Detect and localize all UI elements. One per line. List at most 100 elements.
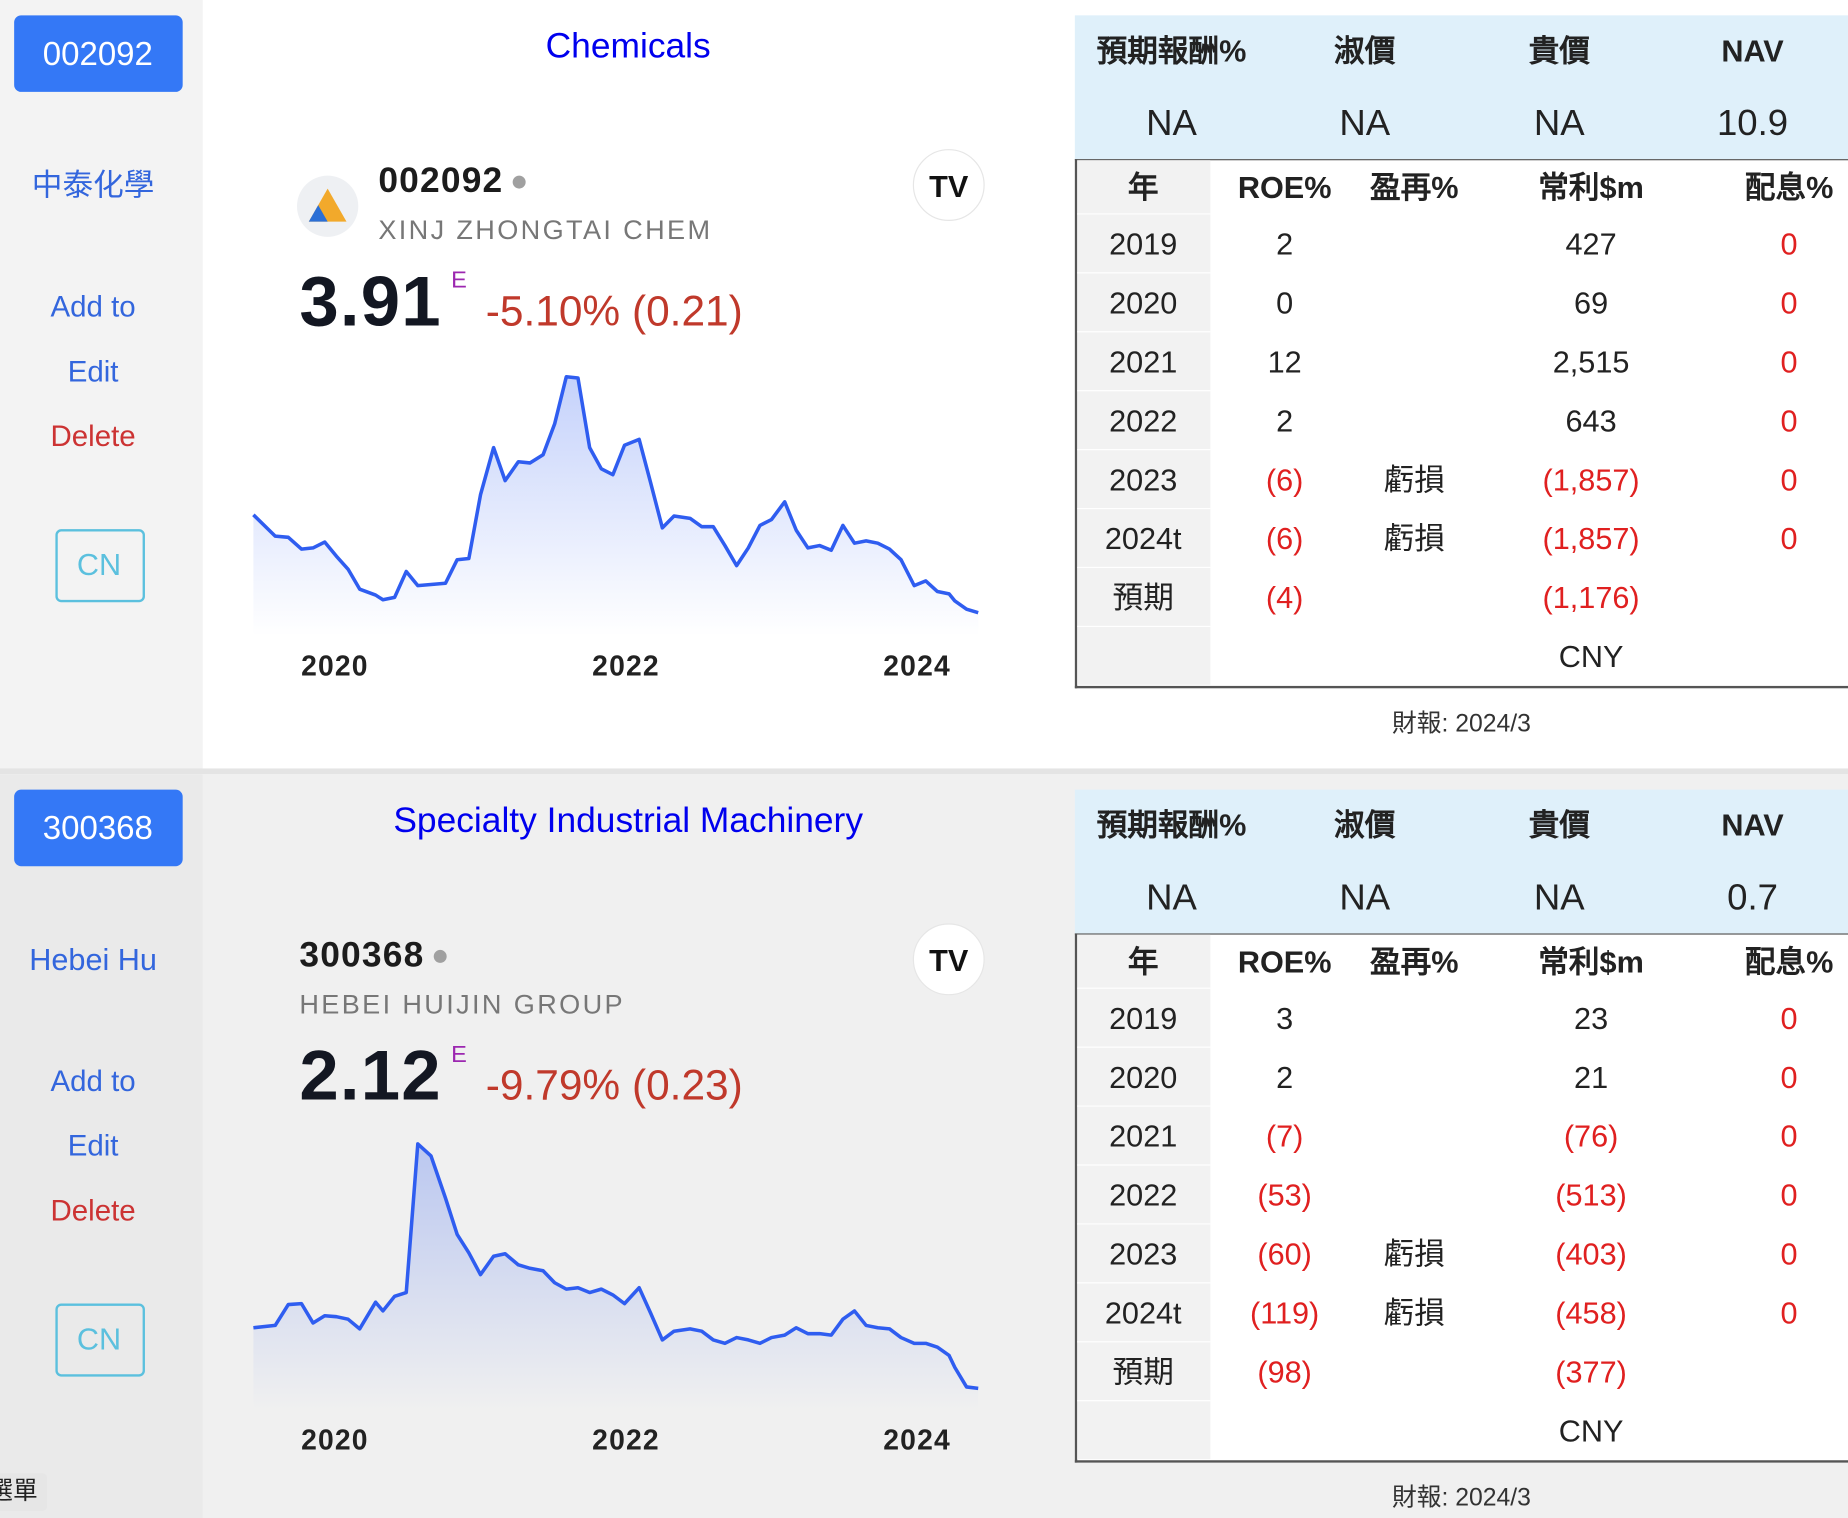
valuation-header: NAV [1721,807,1784,843]
row-rule [1077,331,1211,333]
table-cell: 0 [1780,285,1798,321]
valuation-value: NA [1533,101,1585,144]
row-rule [1077,272,1211,274]
table-cell: 3 [1276,1000,1294,1036]
stock-name: 中泰化學 [31,167,155,203]
table-cell: 虧損 [1383,1236,1445,1272]
quote-company: XINJ ZHONGTAI CHEM [378,214,713,246]
table-cell: (458) [1555,1295,1627,1331]
table-cell: 2022 [1109,403,1178,439]
quote-symbol-row: 002092 [378,161,526,201]
table-header: ROE% [1237,169,1332,206]
row-rule [1077,390,1211,392]
table-header: 配息% [1744,944,1834,980]
table-cell: 0 [1276,285,1294,321]
action-link[interactable]: Edit [67,1129,119,1163]
quote-row: 3.91 E -5.10% (0.21) [299,266,742,337]
industry-title: Chemicals [545,27,711,66]
market-label[interactable]: CN [76,546,122,583]
table-cell: 虧損 [1383,461,1445,498]
row-rule [1077,1105,1211,1107]
row-rule [1077,449,1211,451]
code-label[interactable]: 300368 [42,809,153,847]
currency-label: CNY [1558,638,1624,675]
table-header: 配息% [1744,169,1834,206]
table-header: 年 [1127,169,1159,206]
table-cell: 預期 [1112,579,1174,616]
valuation-value: NA [1146,876,1197,918]
table-cell: 預期 [1112,1354,1174,1390]
code-label[interactable]: 002092 [42,35,153,72]
action-link[interactable]: Edit [67,355,119,389]
market-label[interactable]: CN [76,1321,122,1357]
action-link[interactable]: Delete [50,420,136,454]
report-date: 財報: 2024/3 [1391,710,1531,738]
table-cell: 0 [1780,520,1798,557]
menu-label[interactable]: 選單 [0,1477,38,1506]
row-rule [1077,213,1211,215]
table-cell: 0 [1780,1236,1798,1272]
tv-button [912,923,985,996]
table-header: 盈再% [1370,169,1459,206]
quote-row: 2.12 E -9.79% (0.23) [299,1035,742,1115]
x-tick-label: 2024 [883,1424,951,1457]
quote-symbol: 002092 [378,161,504,201]
table-cell: 0 [1780,461,1798,498]
code-button[interactable] [14,15,183,92]
table-cell: 虧損 [1383,520,1445,557]
table-header: 常利$m [1538,944,1644,980]
table-cell: 427 [1565,226,1617,262]
price-chart: TV [252,149,985,637]
menu-tab[interactable] [0,1473,48,1511]
table-cell: (1,857) [1542,461,1640,498]
price-line [252,375,979,615]
status-dot [512,175,526,188]
table-cell: 2019 [1109,1000,1178,1036]
stock-card: 300368 Hebei Hu Add to Edit Delete CN Specialt… [0,774,1848,1518]
table-cell: (513) [1555,1177,1627,1213]
table-cell: (98) [1257,1354,1312,1390]
table-cell: 0 [1780,1059,1798,1095]
row-rule [1077,987,1211,989]
action-link[interactable]: Delete [50,1194,136,1228]
table-cell: (4) [1265,579,1304,616]
table-cell: 0 [1780,1295,1798,1331]
x-tick-label: 2022 [592,650,660,683]
action-link[interactable]: Add to [50,1064,136,1098]
table-cell: 2024t [1104,520,1182,557]
tv-logo: TV [929,944,969,978]
valuation-value: NA [1533,876,1585,918]
industry-title: Specialty Industrial Machinery [393,801,864,841]
table-cell: (119) [1250,1295,1320,1331]
tv-logo: TV [929,170,969,204]
market-button[interactable] [55,1303,145,1377]
x-tick-label: 2022 [592,1424,660,1457]
report-date: 財報: 2024/3 [1391,1484,1531,1512]
market-button[interactable] [55,529,145,603]
table-header: 常利$m [1538,169,1644,206]
code-button[interactable] [14,789,183,867]
quote-symbol-row: 300368 [299,938,447,973]
quote-flag: E [451,1041,467,1068]
stock-card: 002092 中泰化學 Add to Edit Delete CN Chemicals TV 2… [0,0,1848,775]
x-tick-label: 2020 [301,650,369,683]
valuation-band [1074,15,1848,160]
table-cell: 0 [1780,1177,1798,1213]
valuation-value: NA [1339,101,1391,144]
logo [308,205,328,222]
valuation-value: NA [1146,101,1197,144]
card-divider [0,768,1848,775]
table-cell: 2 [1276,1059,1294,1095]
row-rule [1077,566,1211,569]
tv-button [912,149,985,221]
table-cell: 2022 [1109,1177,1178,1213]
sidebar [0,774,203,1518]
table-cell: 0 [1780,1118,1798,1154]
quote-price: 2.12 [299,1035,442,1115]
table-cell: 2020 [1109,285,1178,321]
action-link[interactable]: Add to [50,290,136,324]
row-rule [1077,625,1211,627]
table-cell: 2021 [1109,344,1178,380]
table-cell: 0 [1780,1000,1798,1036]
table-cell: 21 [1574,1059,1609,1095]
